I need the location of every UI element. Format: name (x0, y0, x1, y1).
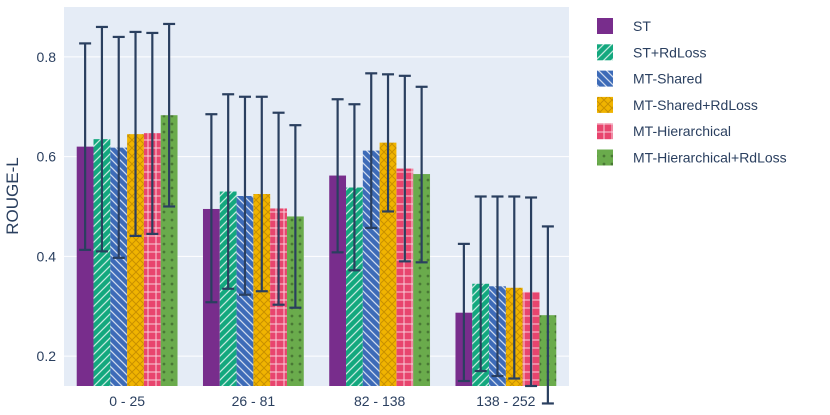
error-bar-st-plus-rdloss (222, 93, 235, 290)
error-bar-st-plus-rdloss (474, 195, 487, 373)
legend-label: MT-Shared+RdLoss (633, 97, 758, 113)
error-bar-st (457, 242, 470, 383)
error-bar-mt-shared-plus-rdloss (255, 95, 268, 293)
legend-swatch (597, 44, 613, 61)
legend-swatch (597, 18, 613, 34)
error-bar-mt-hierarchical (272, 111, 285, 306)
error-bar-mt-shared (112, 35, 125, 259)
error-bar-mt-shared-plus-rdloss (129, 30, 142, 237)
bar-mt-hierarchical-plus-rdloss (413, 174, 431, 386)
legend-swatch (597, 70, 613, 87)
legend-swatch (597, 96, 613, 113)
legend-item-mt-hierarchical-plus-rdloss[interactable]: MT-Hierarchical+RdLoss (597, 149, 787, 166)
error-bar-mt-shared-plus-rdloss (508, 195, 521, 380)
error-bar-mt-hierarchical-plus-rdloss (541, 225, 554, 405)
y-axis-ticks: 0.2 0.4 0.6 0.8 (37, 49, 57, 364)
legend-swatch (597, 123, 613, 140)
error-bar-st-plus-rdloss (348, 103, 361, 272)
x-tick-label: 82 - 138 (354, 393, 406, 409)
legend-item-mt-hierarchical[interactable]: MT-Hierarchical (597, 123, 731, 140)
error-bar-st-plus-rdloss (95, 25, 108, 253)
error-bar-mt-hierarchical-plus-rdloss (415, 85, 428, 264)
legend-item-st-plus-rdloss[interactable]: ST+RdLoss (597, 44, 707, 61)
bar-mt-hierarchical (396, 168, 414, 386)
y-tick-label: 0.4 (37, 248, 57, 264)
y-tick-label: 0.8 (37, 49, 57, 65)
x-tick-label: 138 - 252 (476, 393, 535, 409)
error-bar-st (331, 98, 344, 254)
bar-mt-hierarchical-plus-rdloss (160, 115, 178, 386)
legend-label: MT-Hierarchical+RdLoss (633, 150, 787, 166)
x-tick-label: 0 - 25 (109, 393, 145, 409)
bar-st (329, 175, 347, 386)
legend-item-mt-shared[interactable]: MT-Shared (597, 70, 702, 87)
error-bar-st (79, 42, 92, 251)
bar-mt-shared-plus-rdloss (127, 134, 144, 386)
y-tick-label: 0.2 (37, 348, 57, 364)
error-bars (79, 22, 554, 405)
bar-mt-shared (362, 150, 380, 386)
error-bar-mt-hierarchical (146, 31, 159, 236)
legend: ST ST+RdLoss MT-Shared MT-Shared+RdLoss MT-H… (597, 18, 787, 166)
legend-label: ST (633, 18, 651, 34)
bar-mt-shared-plus-rdloss (379, 142, 397, 386)
error-bar-mt-hierarchical-plus-rdloss (163, 22, 176, 208)
legend-item-st[interactable]: ST (597, 18, 651, 34)
x-axis-ticks: 0 - 25 26 - 81 82 - 138 138 - 252 (109, 393, 535, 409)
bar-st (76, 146, 94, 386)
error-bar-mt-shared-plus-rdloss (382, 73, 395, 213)
error-bar-mt-hierarchical (525, 196, 538, 388)
error-bar-mt-shared (238, 95, 251, 296)
error-bar-mt-hierarchical (398, 74, 411, 263)
bar-st-plus-rdloss (93, 139, 111, 386)
bar-st-plus-rdloss (346, 187, 363, 386)
y-axis-label: ROUGE-L (3, 157, 22, 234)
legend-label: ST+RdLoss (633, 44, 707, 60)
error-bar-mt-shared (365, 72, 378, 230)
x-tick-label: 26 - 81 (232, 393, 276, 409)
legend-label: MT-Hierarchical (633, 123, 731, 139)
legend-label: MT-Shared (633, 71, 702, 87)
bar-mt-shared (110, 147, 128, 386)
legend-swatch (597, 149, 613, 166)
bar-mt-hierarchical (143, 133, 161, 386)
legend-item-mt-shared-plus-rdloss[interactable]: MT-Shared+RdLoss (597, 96, 758, 113)
error-bar-st (205, 113, 218, 304)
y-tick-label: 0.6 (37, 149, 57, 165)
error-bar-mt-hierarchical-plus-rdloss (289, 124, 302, 309)
error-bar-mt-shared (491, 195, 504, 378)
